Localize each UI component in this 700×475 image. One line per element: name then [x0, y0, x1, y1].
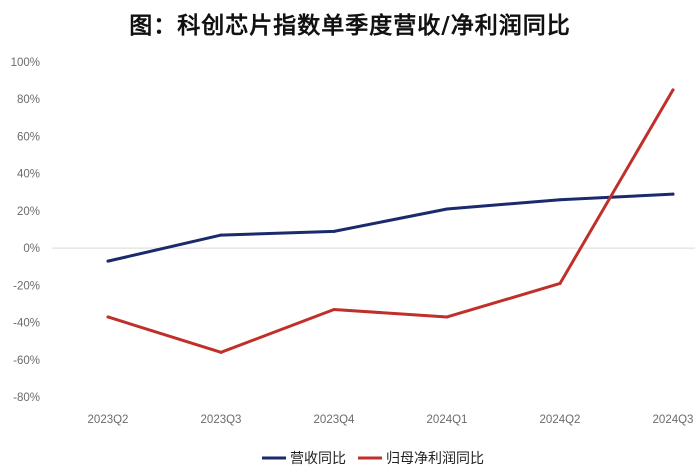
x-tick-label: 2023Q2 [88, 414, 129, 426]
y-tick-label: -80% [13, 392, 40, 404]
data-point [445, 315, 449, 319]
x-tick-label: 2024Q1 [427, 414, 468, 426]
series-line-2 [106, 88, 675, 354]
data-point [671, 192, 675, 196]
x-tick-label: 2024Q3 [653, 414, 694, 426]
x-tick-label: 2023Q3 [201, 414, 242, 426]
chart-title: 图：科创芯片指数单季度营收/净利润同比 [129, 13, 571, 39]
data-point [106, 315, 110, 319]
x-tick-label: 2023Q4 [314, 414, 356, 426]
series-lines [106, 88, 675, 354]
x-tick-label: 2024Q2 [540, 414, 581, 426]
y-tick-label: -20% [13, 280, 40, 292]
series-line-1 [106, 192, 675, 263]
legend: 营收同比 归母净利润同比 [262, 450, 484, 467]
data-point [558, 198, 562, 202]
y-tick-label: 20% [17, 206, 40, 218]
legend-label-1: 营收同比 [290, 451, 346, 467]
x-axis-ticks: 2023Q2 2023Q3 2023Q4 2024Q1 2024Q2 2024Q3 [88, 414, 694, 426]
data-point [558, 281, 562, 285]
y-tick-label: 100% [11, 57, 40, 69]
y-tick-label: 40% [17, 169, 40, 181]
data-point [332, 229, 336, 233]
data-point [219, 233, 223, 237]
y-tick-label: -40% [13, 318, 40, 330]
data-point [332, 308, 336, 312]
legend-label-2: 归母净利润同比 [386, 450, 484, 467]
data-point [106, 259, 110, 263]
data-point [445, 207, 449, 211]
y-tick-label: -60% [13, 355, 40, 367]
y-tick-label: 80% [17, 94, 40, 106]
data-point [219, 350, 223, 354]
y-tick-label: 60% [17, 131, 40, 143]
y-tick-label: 0% [23, 243, 40, 255]
data-point [671, 88, 675, 92]
y-axis-ticks: 100% 80% 60% 40% 20% 0% -20% -40% -60% -80% [11, 57, 40, 404]
